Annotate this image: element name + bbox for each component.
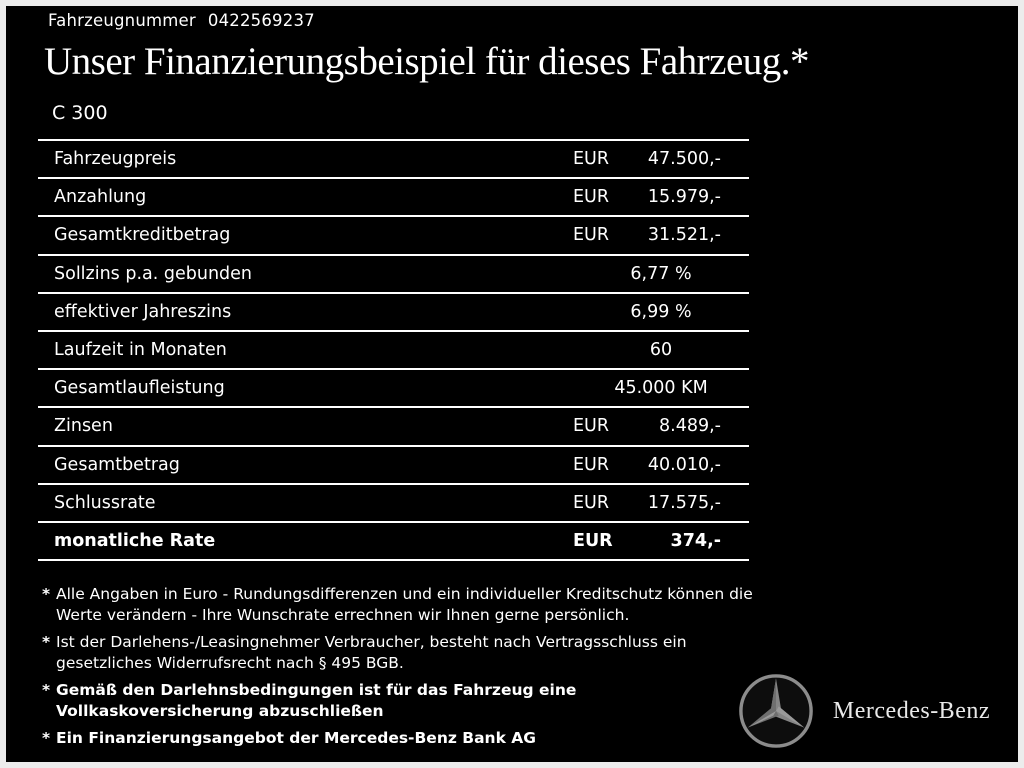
footnote-text: Ist der Darlehens-/Leasingnehmer Verbrau… [56,633,687,672]
row-value: 60 [649,340,673,361]
row-label: monatliche Rate [54,530,216,551]
table-row: monatliche Rate EUR 374,- [38,520,749,559]
vehicle-number-label: Fahrzeugnummer [48,11,196,30]
row-value: 47.500,- [647,149,721,170]
row-value-cell: 60 [573,340,749,360]
footnote-text: Gemäß den Darlehnsbedingungen ist für da… [56,681,577,720]
row-label: Gesamtkreditbetrag [54,225,231,246]
row-value: 6,99 % [630,301,692,322]
row-currency: EUR [573,416,610,437]
row-label: Fahrzeugpreis [54,149,177,170]
row-value: 17.575,- [647,492,721,513]
table-row: Fahrzeugpreis EUR 47.500,- [38,139,749,177]
footnote: * Alle Angaben in Euro - Rundungsdiffere… [42,584,756,626]
row-currency: EUR [573,225,610,246]
footnote: * Gemäß den Darlehnsbedingungen ist für … [42,680,756,722]
row-label: effektiver Jahreszins [54,301,232,322]
table-row: Zinsen EUR 8.489,- [38,406,749,444]
vehicle-number: Fahrzeugnummer 0422569237 [48,11,315,30]
table-row: Laufzeit in Monaten 60 [38,329,749,368]
row-value-cell: EUR 15.979,- [573,187,749,207]
row-currency: EUR [573,454,610,475]
table-row: Anzahlung EUR 15.979,- [38,177,749,215]
row-label: Gesamtlaufleistung [54,378,225,399]
footnote-text: Ein Finanzierungsangebot der Mercedes-Be… [56,729,537,747]
footnote-marker: * [42,633,51,651]
row-value: 6,77 % [630,263,692,284]
footnote-marker: * [42,681,51,699]
finance-table: Fahrzeugpreis EUR 47.500,- Anzahlung EUR… [38,139,749,562]
row-value-cell: EUR 31.521,- [573,225,749,245]
row-value: 45.000 KM [614,378,708,399]
footnote-text: Alle Angaben in Euro - Rundungsdifferenz… [56,585,753,624]
model-name: C 300 [52,102,108,124]
footnote-marker: * [42,585,51,603]
page-title: Unser Finanzierungsbeispiel für dieses F… [44,40,810,83]
table-row: Gesamtlaufleistung 45.000 KM [38,368,749,406]
row-value: 8.489,- [659,416,721,437]
row-value-cell: EUR 374,- [573,531,749,551]
row-value-cell: 6,99 % [573,302,749,322]
row-currency: EUR [573,149,610,170]
brand-name: Mercedes-Benz [832,697,990,724]
row-value-cell: 45.000 KM [573,378,749,398]
row-value-cell: EUR 47.500,- [573,149,749,169]
row-value-cell: EUR 17.575,- [573,493,749,513]
row-label: Zinsen [54,416,113,437]
row-currency: EUR [573,492,610,513]
table-row: Schlussrate EUR 17.575,- [38,482,749,521]
row-label: Laufzeit in Monaten [54,340,227,361]
footnote: * Ist der Darlehens-/Leasingnehmer Verbr… [42,632,756,674]
row-value-cell: EUR 40.010,- [573,455,749,475]
row-value-cell: EUR 8.489,- [573,416,749,436]
row-label: Anzahlung [54,187,147,208]
brand: Mercedes-Benz [736,672,990,750]
footnote-marker: * [42,729,51,747]
row-value: 15.979,- [647,187,721,208]
mercedes-star-icon [739,674,813,748]
row-value: 31.521,- [647,225,721,246]
row-value: 374,- [670,530,721,551]
row-value-cell: 6,77 % [573,264,749,284]
row-label: Gesamtbetrag [54,454,180,475]
table-row: Gesamtbetrag EUR 40.010,- [38,444,749,483]
table-row: Gesamtkreditbetrag EUR 31.521,- [38,215,749,253]
row-value: 40.010,- [647,454,721,475]
row-label: Sollzins p.a. gebunden [54,263,253,284]
row-currency: EUR [573,530,613,551]
row-currency: EUR [573,187,610,208]
vehicle-number-value: 0422569237 [207,11,315,30]
row-label: Schlussrate [54,492,156,513]
table-row: effektiver Jahreszins 6,99 % [38,291,749,330]
footnote: * Ein Finanzierungsangebot der Mercedes-… [42,728,756,749]
footnotes: * Alle Angaben in Euro - Rundungsdiffere… [42,584,756,755]
table-row: Sollzins p.a. gebunden 6,77 % [38,253,749,292]
